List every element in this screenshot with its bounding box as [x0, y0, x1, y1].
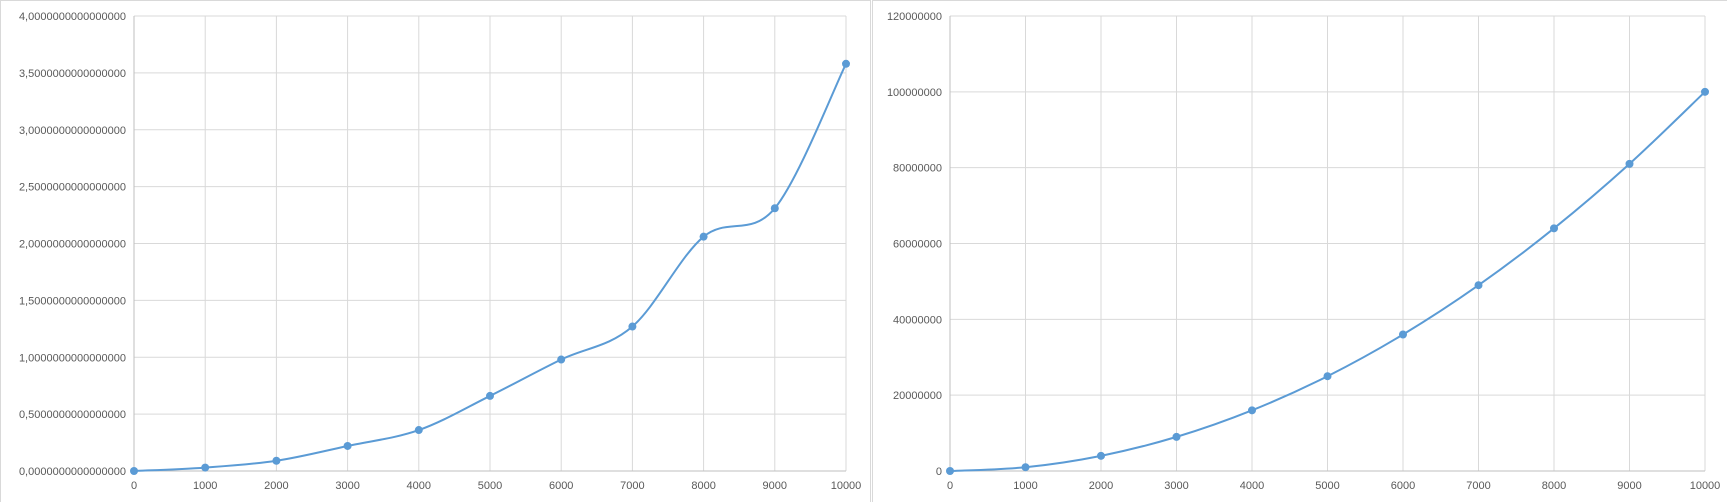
x-tick-label: 6000 — [1391, 480, 1415, 492]
data-point — [1701, 87, 1709, 96]
chart-right: 0 20000000 40000000 60000000 80000000 1000000… — [887, 11, 1721, 492]
y-tick-label: 2,0000000000000000 — [19, 239, 126, 251]
y-tick-label: 4,0000000000000000 — [19, 11, 126, 23]
data-point — [1021, 463, 1030, 472]
y-tick-label: 100000000 — [887, 87, 942, 99]
x-tick-label: 3000 — [1164, 480, 1188, 492]
y-tick-label: 80000000 — [893, 163, 942, 175]
data-point — [414, 426, 423, 435]
x-tick-label: 0 — [947, 480, 953, 492]
data-point — [1625, 159, 1634, 168]
x-tick-label: 5000 — [478, 480, 502, 492]
y-tick-label: 20000000 — [893, 390, 942, 402]
data-point — [699, 232, 708, 241]
data-point — [770, 204, 779, 213]
data-point — [1248, 406, 1256, 415]
x-tick-label: 4000 — [407, 480, 431, 492]
data-point — [486, 391, 494, 400]
y-tick-label: 0,5000000000000000 — [19, 409, 126, 421]
data-point — [130, 467, 138, 475]
x-tick-label: 2000 — [264, 480, 288, 492]
chart-panel-right: 0 20000000 40000000 60000000 80000000 1000000… — [872, 0, 1727, 502]
data-point — [1399, 330, 1407, 339]
y-tick-label: 0,0000000000000000 — [19, 466, 126, 478]
y-tick-label: 0 — [936, 466, 942, 478]
series-line — [949, 91, 1706, 472]
x-tick-label: 7000 — [620, 480, 644, 492]
x-tick-label: 0 — [131, 480, 137, 492]
data-point — [842, 59, 850, 68]
x-tick-label: 3000 — [335, 480, 359, 492]
x-tick-label: 6000 — [549, 480, 573, 492]
y-tick-label: 3,0000000000000000 — [19, 125, 126, 137]
data-point — [1474, 281, 1483, 290]
y-tick-label: 2,5000000000000000 — [19, 182, 126, 194]
x-tick-label: 8000 — [1542, 480, 1566, 492]
data-point — [557, 355, 566, 364]
x-tick-label: 2000 — [1089, 480, 1113, 492]
data-point — [343, 441, 352, 450]
data-point — [1097, 451, 1105, 460]
y-tick-label: 120000000 — [887, 11, 942, 23]
x-tick-label: 10000 — [1690, 480, 1721, 492]
x-tick-label: 8000 — [691, 480, 715, 492]
chart-left: 0,0000000000000000 0,5000000000000000 1,00… — [19, 11, 862, 492]
x-tick-label: 4000 — [1240, 480, 1264, 492]
chart-panel-left: 0,0000000000000000 0,5000000000000000 1,00… — [0, 0, 871, 502]
x-tick-label: 10000 — [831, 480, 862, 492]
y-tick-label: 1,0000000000000000 — [19, 352, 126, 364]
data-point — [1323, 372, 1332, 381]
y-tick-label: 40000000 — [893, 314, 942, 326]
data-point — [1550, 224, 1558, 233]
x-tick-label: 5000 — [1315, 480, 1339, 492]
x-tick-label: 1000 — [193, 480, 217, 492]
data-point — [946, 467, 954, 475]
x-tick-label: 1000 — [1013, 480, 1037, 492]
series-line — [133, 63, 847, 472]
y-tick-label: 60000000 — [893, 239, 942, 251]
y-tick-label: 1,5000000000000000 — [19, 295, 126, 307]
x-tick-label: 9000 — [763, 480, 787, 492]
x-tick-label: 7000 — [1466, 480, 1490, 492]
data-point — [1172, 432, 1181, 441]
data-point — [201, 463, 210, 472]
data-point — [272, 456, 281, 465]
data-point — [628, 322, 637, 331]
y-tick-label: 3,5000000000000000 — [19, 68, 126, 80]
x-tick-label: 9000 — [1617, 480, 1641, 492]
